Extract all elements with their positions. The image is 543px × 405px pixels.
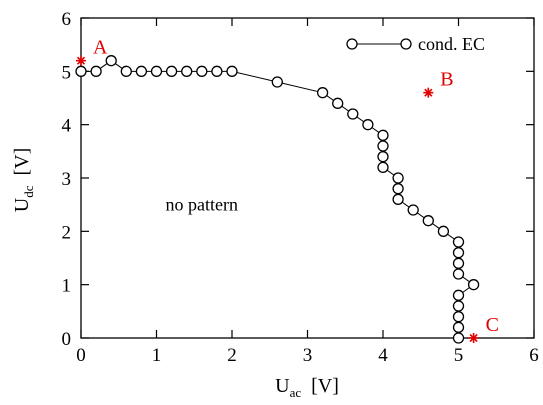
data-point	[452, 300, 465, 312]
x-tick-label: 1	[152, 345, 162, 366]
data-point	[105, 55, 117, 67]
series-line	[81, 60, 475, 338]
annotation-text: no pattern	[166, 195, 238, 215]
legend-marker	[400, 38, 412, 50]
asterisk-marker	[468, 333, 479, 343]
data-point	[452, 321, 465, 333]
data-point	[226, 65, 238, 77]
y-tick-label: 4	[62, 116, 72, 137]
x-axis-label: Uac [V]	[275, 375, 339, 400]
x-tick-label: 4	[378, 345, 388, 366]
y-axis-label: Udc[V]	[11, 148, 36, 213]
x-tick-label: 0	[76, 345, 86, 366]
y-tick-label: 3	[62, 169, 72, 190]
data-point	[452, 268, 465, 280]
y-tick-label: 2	[62, 222, 72, 243]
data-point	[452, 311, 465, 323]
y-tick-label: 6	[62, 9, 72, 30]
marked-point-label: C	[486, 314, 499, 336]
series-layer	[75, 55, 480, 344]
tick-layer: 0 1 2 3 4 5 6 0 1 2 3 4 5 6	[62, 9, 539, 366]
data-point	[407, 204, 419, 216]
data-point	[135, 65, 148, 77]
data-point	[422, 215, 434, 227]
asterisk-marker	[423, 87, 434, 98]
data-point	[377, 140, 389, 152]
data-point	[392, 193, 404, 205]
marked-point-label: B	[440, 69, 453, 91]
data-point	[347, 108, 359, 120]
data-point	[452, 332, 465, 344]
axis-labels-layer: no pattern Uac [V] Udc[V]	[11, 148, 339, 400]
y-tick-label: 0	[62, 329, 72, 350]
asterisk-marker	[76, 55, 86, 66]
data-point	[452, 236, 465, 248]
legend-label: cond. EC	[418, 34, 485, 54]
data-point	[362, 119, 374, 131]
data-point	[75, 65, 87, 77]
data-point	[377, 161, 389, 173]
data-point	[452, 247, 465, 259]
data-point	[316, 87, 329, 99]
y-tick-label: 5	[62, 62, 72, 83]
x-tick-label: 3	[303, 345, 313, 366]
x-tick-label: 2	[227, 345, 237, 366]
x-tick-label: 5	[454, 345, 464, 366]
x-tick-label: 6	[529, 345, 539, 366]
data-point	[452, 257, 465, 269]
data-point	[377, 129, 389, 141]
data-point	[150, 65, 163, 77]
data-point	[377, 151, 389, 163]
data-point	[332, 97, 344, 109]
marked-point-label: A	[93, 37, 108, 59]
data-point	[211, 65, 223, 77]
asterisk-stroke	[469, 333, 478, 343]
legend: cond. EC	[346, 34, 485, 54]
data-point	[392, 183, 404, 195]
y-tick-label: 1	[62, 276, 72, 297]
marked-points-layer: A B C	[76, 37, 499, 343]
legend-marker	[346, 38, 358, 50]
data-point	[196, 65, 208, 77]
data-point	[165, 65, 178, 77]
asterisk-stroke	[76, 56, 86, 65]
data-point	[467, 279, 480, 291]
data-point	[452, 289, 465, 301]
data-point	[90, 65, 102, 77]
data-point	[437, 225, 450, 237]
data-point	[392, 172, 404, 184]
data-point	[120, 65, 132, 77]
asterisk-stroke	[424, 88, 433, 97]
data-point	[181, 65, 193, 77]
data-point	[271, 76, 283, 88]
